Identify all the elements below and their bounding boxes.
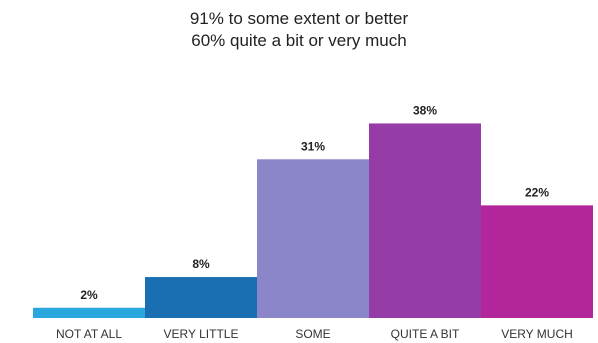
bar-very-much	[481, 205, 593, 318]
data-label: 22%	[525, 185, 549, 199]
category-label: VERY LITTLE	[164, 327, 239, 341]
category-label: SOME	[295, 327, 330, 341]
category-label: NOT AT ALL	[56, 327, 122, 341]
bar-quite-a-bit	[369, 123, 481, 318]
category-label: QUITE A BIT	[391, 327, 460, 341]
data-label: 8%	[192, 257, 210, 271]
chart-title-line-1: 91% to some extent or better	[189, 9, 409, 28]
data-label: 31%	[301, 139, 325, 153]
bar-some	[257, 159, 369, 318]
bar-not-at-all	[33, 307, 145, 318]
chart-title-line-2: 60% quite a bit or very much	[191, 31, 407, 50]
data-label: 2%	[80, 288, 98, 302]
bar-very-little	[145, 277, 257, 318]
category-label: VERY MUCH	[501, 327, 573, 341]
data-label: 38%	[413, 103, 437, 117]
